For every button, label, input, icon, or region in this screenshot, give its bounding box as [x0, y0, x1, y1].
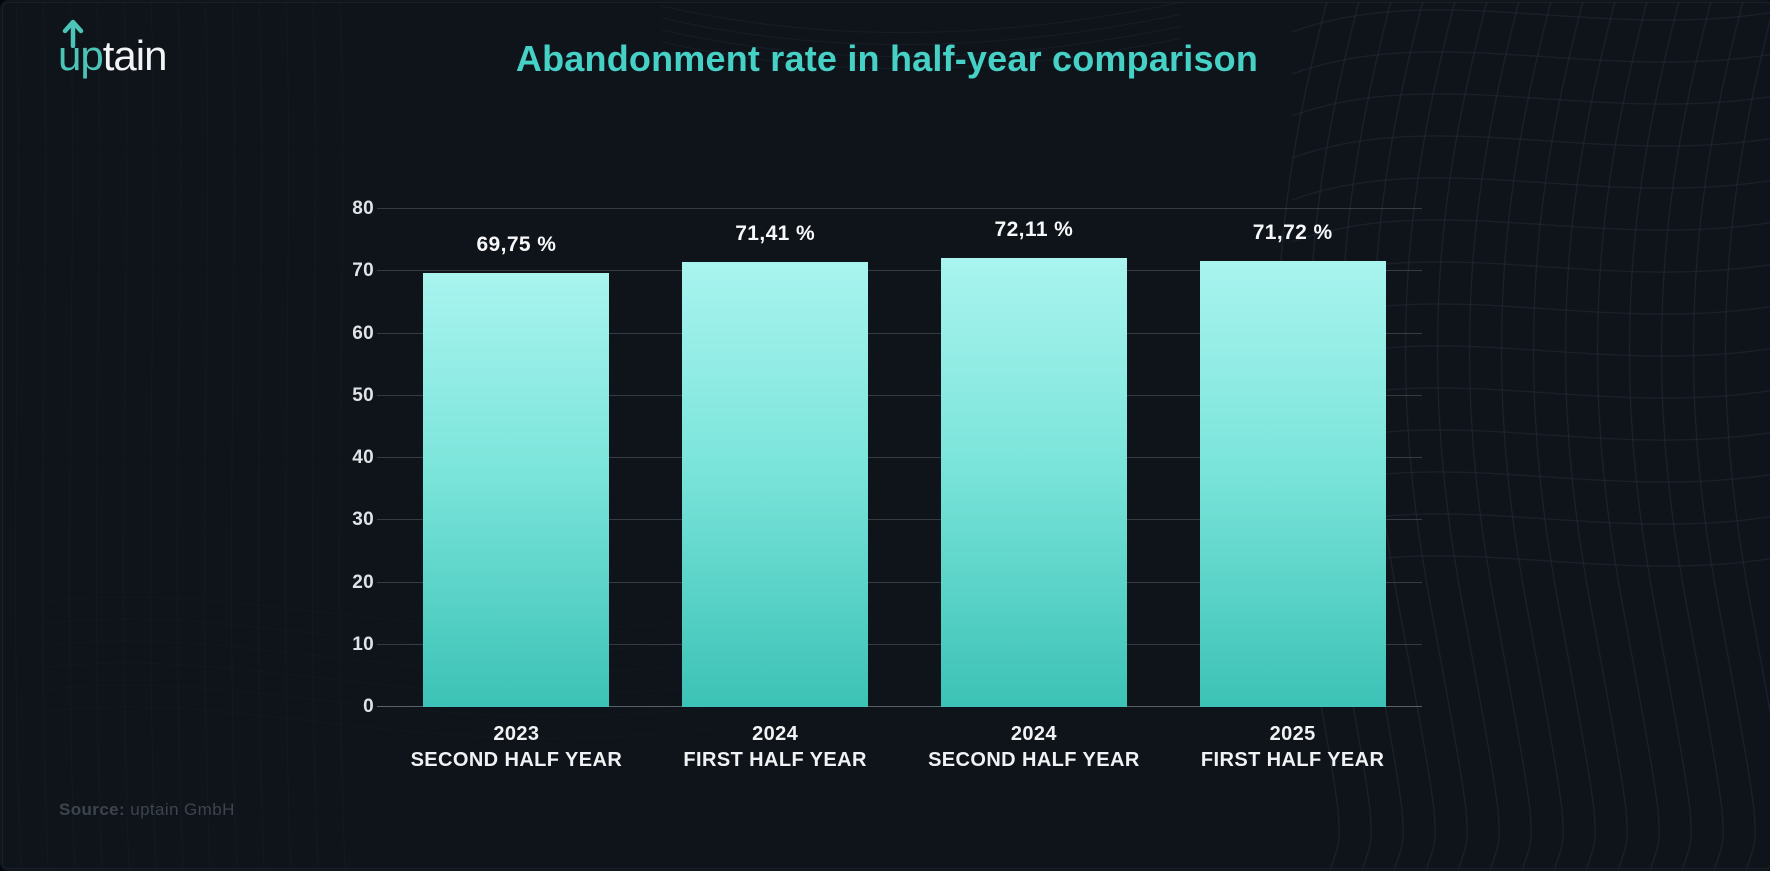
gridline-60 [377, 332, 1422, 334]
gridline-70 [377, 270, 1422, 272]
x-axis-labels: 2023 SECOND HALF YEAR 2024 FIRST HALF YEAR 2… [387, 721, 1422, 774]
y-axis-tick-label-50: 50 [352, 384, 374, 406]
bars-layer: 69,75 % 71,41 % 72,11 % 71,72 % [387, 209, 1422, 707]
x-axis-label-half: FIRST HALF YEAR [683, 749, 867, 772]
chart-title: Abandonment rate in half-year comparison [515, 38, 1259, 79]
x-axis-label-3: 2024 SECOND HALF YEAR [905, 721, 1164, 774]
gridline-80 [377, 208, 1422, 209]
x-axis-label-half: SECOND HALF YEAR [928, 749, 1140, 772]
uptain-logo-up: up [58, 19, 104, 79]
y-axis-tick-label-70: 70 [352, 260, 374, 282]
x-axis-label-year: 2024 [1010, 723, 1057, 745]
plot-area: 0 10 20 30 40 50 60 70 80 69,75 % 71,41 % 72,11 % 71… [352, 198, 1422, 717]
y-axis-tick-label-40: 40 [352, 447, 374, 468]
gridline-40 [377, 457, 1422, 458]
bar-value-label-2: 71,41 % [735, 222, 816, 246]
y-axis-tick-label-20: 20 [352, 571, 374, 593]
x-axis-label-year: 2023 [493, 723, 540, 745]
bar-value-label-1: 69,75 % [476, 232, 557, 256]
gridline-10 [377, 643, 1422, 645]
x-axis-label-year: 2024 [752, 723, 799, 745]
bar-3 [940, 258, 1127, 707]
bar-slot-1: 69,75 % [387, 209, 646, 707]
gridline-50 [377, 394, 1422, 396]
uptain-logo-tain: tain [102, 32, 168, 79]
bar-1 [423, 272, 610, 707]
y-axis-tick-label-60: 60 [352, 322, 374, 344]
source-label: Source: [59, 800, 126, 819]
x-axis-label-1: 2023 SECOND HALF YEAR [387, 721, 646, 774]
x-axis-label-half: SECOND HALF YEAR [410, 749, 623, 772]
x-axis-label-2: 2024 FIRST HALF YEAR [646, 721, 905, 774]
y-axis-tick-label-80: 80 [352, 198, 374, 219]
y-axis-tick-label-0: 0 [363, 696, 374, 717]
bar-slot-2: 71,41 % [646, 209, 905, 707]
bar-value-label-3: 72,11 % [994, 218, 1074, 242]
bar-4 [1199, 260, 1386, 707]
bar-slot-3: 72,11 % [905, 209, 1164, 707]
gridline-30 [377, 519, 1422, 521]
y-axis-tick-label-30: 30 [352, 509, 374, 531]
logo-up-arrow-icon [62, 19, 84, 48]
x-axis-label-half: FIRST HALF YEAR [1200, 749, 1385, 772]
x-axis-label-4: 2025 FIRST HALF YEAR [1163, 721, 1422, 774]
gridline-0 [377, 706, 1422, 707]
gridline-20 [377, 581, 1422, 583]
x-axis-label-year: 2025 [1269, 723, 1316, 745]
uptain-logo: uptain [58, 19, 168, 80]
bar-2 [682, 262, 869, 707]
source-value: uptain GmbH [130, 800, 235, 819]
source-caption: Source: uptain GmbH [59, 800, 235, 820]
bar-slot-4: 71,72 % [1163, 209, 1422, 707]
y-axis-tick-label-10: 10 [352, 633, 374, 655]
bar-value-label-4: 71,72 % [1252, 220, 1333, 244]
